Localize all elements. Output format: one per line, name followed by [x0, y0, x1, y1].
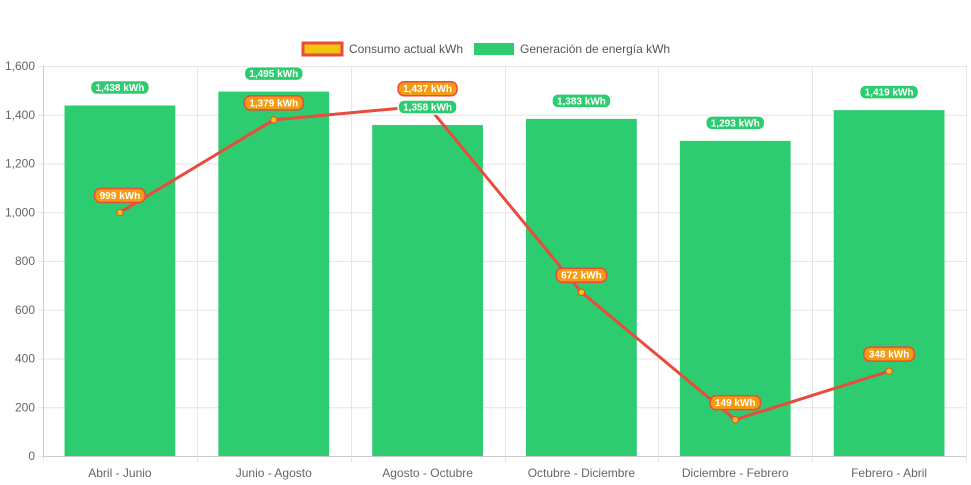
- y-tick-label: 400: [15, 352, 35, 366]
- x-tick-label: Junio - Agosto: [236, 466, 312, 480]
- legend-label-generacion: Generación de energía kWh: [520, 42, 670, 56]
- data-label-text: 1,419 kWh: [865, 88, 914, 99]
- data-label: 1,379 kWh: [243, 95, 304, 111]
- data-label-text: 672 kWh: [561, 271, 602, 282]
- y-tick-label: 1,600: [5, 59, 35, 73]
- line-series-consumo: [119, 104, 890, 422]
- data-label-text: 1,495 kWh: [249, 69, 298, 80]
- y-tick-label: 200: [15, 400, 35, 414]
- x-tick-label: Febrero - Abril: [851, 466, 927, 480]
- data-label-text: 1,437 kWh: [403, 84, 452, 95]
- line-point: [731, 415, 739, 424]
- legend-swatch-consumo: [301, 41, 344, 57]
- data-label: 149 kWh: [709, 394, 762, 411]
- data-label-box: [858, 84, 920, 100]
- line-point: [116, 208, 124, 217]
- data-label: 1,438 kWh: [89, 79, 151, 96]
- data-label-box: [397, 99, 458, 115]
- bar: [218, 91, 330, 456]
- data-label-box: [243, 95, 304, 111]
- bar: [64, 105, 176, 457]
- y-tick-label: 0: [28, 449, 35, 463]
- data-label-box: [863, 346, 916, 362]
- data-label-text: 149 kWh: [715, 398, 756, 409]
- data-label-text: 1,383 kWh: [557, 96, 606, 107]
- y-tick-label: 1,400: [5, 108, 35, 122]
- data-label-text: 1,379 kWh: [249, 98, 298, 109]
- legend-label-consumo: Consumo actual kWh: [349, 42, 463, 56]
- bar: [833, 110, 945, 457]
- bar: [526, 118, 637, 457]
- line-point: [885, 367, 893, 375]
- x-tick-label: Diciembre - Febrero: [682, 466, 789, 480]
- line-point: [270, 116, 278, 124]
- data-label: 672 kWh: [555, 267, 608, 283]
- data-label: 1,437 kWh: [397, 80, 458, 97]
- data-label-text: 348 kWh: [869, 350, 910, 361]
- data-label-text: 1,293 kWh: [711, 118, 760, 129]
- data-label-box: [551, 93, 612, 109]
- data-label-box: [555, 267, 608, 283]
- bar: [372, 124, 483, 457]
- y-tick-label: 1,000: [5, 205, 35, 219]
- data-label-box: [705, 115, 766, 131]
- data-label-box: [709, 394, 762, 411]
- data-label-box: [243, 65, 304, 82]
- data-label-text: 1,358 kWh: [403, 102, 452, 113]
- data-label-text: 1,438 kWh: [95, 83, 144, 94]
- data-label: 1,358 kWh: [397, 99, 458, 115]
- data-label-text: 999 kWh: [100, 191, 141, 202]
- x-tick-label: Agosto - Octubre: [382, 466, 473, 480]
- data-label: 1,419 kWh: [858, 84, 920, 100]
- data-label-box: [93, 187, 146, 204]
- data-label: 1,495 kWh: [243, 65, 304, 82]
- data-label-box: [89, 79, 151, 96]
- data-label: 348 kWh: [863, 346, 916, 362]
- y-tick-label: 800: [15, 254, 35, 268]
- data-label: 999 kWh: [93, 187, 146, 204]
- x-tick-label: Abril - Junio: [88, 466, 152, 480]
- data-label-box: [397, 80, 458, 97]
- data-label: 1,383 kWh: [551, 93, 612, 109]
- x-tick-label: Octubre - Diciembre: [528, 466, 636, 480]
- line-point: [577, 288, 586, 296]
- data-label: 1,293 kWh: [705, 115, 766, 131]
- legend-swatch-generacion: [474, 43, 514, 55]
- y-tick-label: 1,200: [5, 157, 35, 171]
- y-tick-label: 600: [15, 303, 35, 317]
